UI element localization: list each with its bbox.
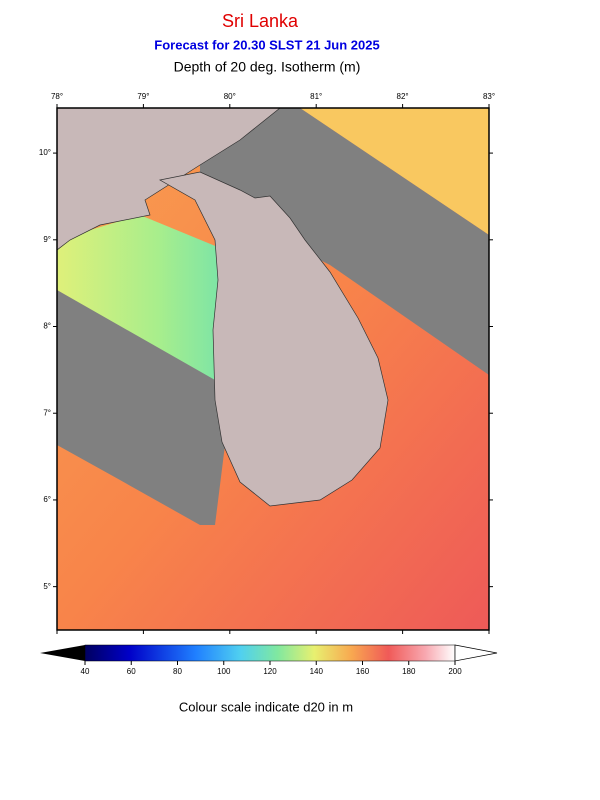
map-field [57,108,489,630]
gulf-of-mannar [57,215,225,385]
colorbar [84,644,456,662]
variable: Depth of 20 deg. Isotherm (m) [174,59,361,75]
colorbar-label: 100 [217,667,231,676]
lat-label: 7° [43,408,51,417]
caption: Colour scale indicate d20 in m [179,699,353,714]
lat-label: 9° [43,235,51,244]
colorbar-label: 120 [263,667,277,676]
colorbar-label: 60 [127,667,136,676]
subtitle: Forecast for 20.30 SLST 21 Jun 2025 [154,37,379,52]
lon-label: 80° [224,92,236,101]
sri-lanka [159,171,389,507]
lat-label: 10° [39,148,51,157]
colorbar-label: 140 [310,667,324,676]
colorbar-label: 40 [81,667,90,676]
colorbar-label: 80 [173,667,182,676]
lat-label: 8° [43,322,51,331]
no-data [57,290,225,525]
lon-label: 83° [483,92,495,101]
lon-label: 78° [51,92,63,101]
lon-label: 81° [310,92,322,101]
lon-label: 82° [397,92,409,101]
lat-label: 6° [43,495,51,504]
colorbar-low [40,645,85,661]
no-data [200,108,489,375]
colorbar-label: 180 [402,667,416,676]
title: Sri Lanka [222,11,299,31]
map-frame [56,107,490,631]
lon-label: 79° [137,92,149,101]
colorbar-label: 160 [356,667,370,676]
lat-label: 5° [43,582,51,591]
colorbar-high [454,644,498,662]
colorbar-label: 200 [448,667,462,676]
